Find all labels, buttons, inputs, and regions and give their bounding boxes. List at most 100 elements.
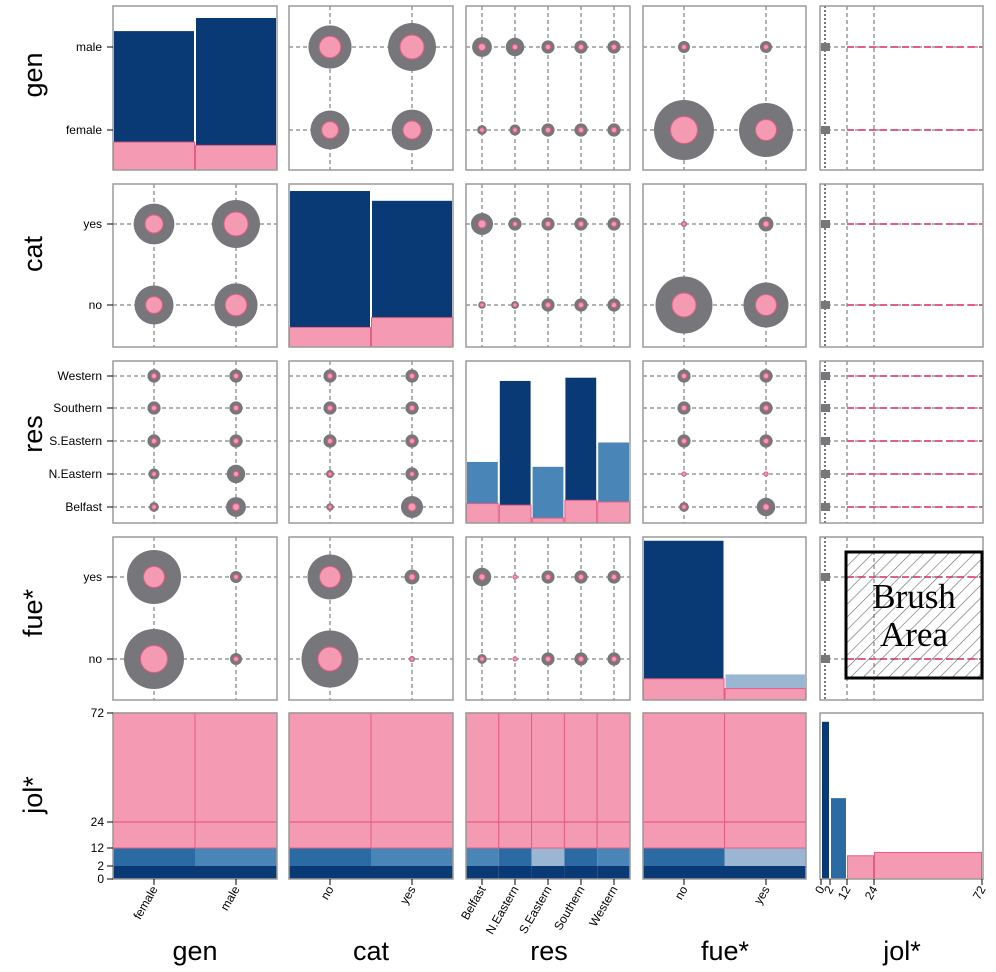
- bubble-gen-male-res-S.Eastern-highlight: [544, 43, 552, 51]
- bubble-cat-yes-res-S.Eastern-highlight: [544, 220, 552, 228]
- spine-res-Western-12-72: [596, 712, 631, 849]
- bubble-fue-yes-res-Belfast-highlight: [478, 573, 486, 581]
- bubble-fue-no-gen-female-highlight: [140, 645, 168, 673]
- bubble-res-Belfast-gen-male-highlight: [231, 502, 241, 512]
- row-label-jol: jol*: [18, 776, 48, 815]
- bubble-gen-female-fue-no-highlight: [670, 116, 698, 144]
- spine-res-Western-2-12: [597, 848, 630, 866]
- bubble-res-Southern-gen-male-highlight: [232, 404, 240, 412]
- diag-highlight-gen-female: [113, 141, 195, 171]
- bubble-gen-female-fue-yes-highlight: [755, 119, 777, 141]
- row-tick-res-Belfast: Belfast: [65, 500, 102, 514]
- bubble-res-Western-cat-no-highlight: [326, 372, 334, 380]
- row-tick-fue-no: no: [89, 652, 103, 666]
- col-tick-res-Southern: Southern: [551, 884, 587, 933]
- cell-frame-cat-cat: [288, 183, 454, 348]
- spine-res-N.Eastern-0-2: [498, 866, 532, 879]
- row-tick-cat-yes: yes: [83, 217, 102, 231]
- row-tick-jol-12: 12: [91, 841, 105, 855]
- bubble-gen-male-res-Belfast-highlight: [477, 42, 487, 52]
- bubble-res-S.Eastern-fue-no-highlight: [680, 437, 688, 445]
- row-label-cat: cat: [18, 235, 48, 272]
- bubble-cat-yes-res-N.Eastern-highlight: [512, 221, 518, 227]
- bubble-cat-no-fue-no-highlight: [671, 292, 697, 318]
- bubble-res-N.Eastern-cat-no-highlight: [327, 471, 333, 477]
- bubble-res-Western-cat-yes-highlight: [408, 372, 416, 380]
- col-tick-fue-no: no: [672, 883, 691, 902]
- row-tick-res-Western: Western: [58, 369, 102, 383]
- bubble-res-Southern-fue-yes-highlight: [762, 404, 770, 412]
- bubble-cat-yes-res-Western-highlight: [610, 220, 618, 228]
- cell-frame-jol-gen: [112, 712, 278, 880]
- col-label-fue: fue*: [701, 936, 750, 966]
- spine-fue-no-2-12: [643, 848, 725, 866]
- bubble-res-S.Eastern-fue-yes-highlight: [762, 437, 770, 445]
- diag-bar-jol-12-24: [847, 855, 874, 880]
- row-label-gen: gen: [18, 52, 48, 97]
- spine-res-Western-0-2: [597, 866, 630, 879]
- cell-frame-cat-res: [465, 183, 631, 348]
- bubble-fue-yes-res-N.Eastern-highlight: [512, 574, 518, 580]
- bubble-fue-no-res-Western-highlight: [610, 655, 618, 663]
- bubble-gen-female-res-Western-highlight: [610, 126, 618, 134]
- spine-gen-male-2-12: [195, 848, 277, 866]
- bubble-res-N.Eastern-cat-yes-highlight: [409, 471, 415, 477]
- bubble-res-N.Eastern-fue-no-highlight: [681, 471, 687, 477]
- diag-bar-gen-male: [195, 16, 277, 171]
- brush-label-line2: Area: [880, 615, 948, 654]
- bubble-cat-yes-res-Belfast-highlight: [477, 219, 487, 229]
- spine-res-Southern-2-12: [564, 848, 598, 866]
- spine-gen-female-12-72: [112, 712, 196, 849]
- bubble-res-Western-fue-yes-highlight: [762, 372, 770, 380]
- diag-highlight-fue-no: [643, 678, 725, 701]
- cell-frame-jol-cat: [288, 712, 454, 880]
- col-label-jol: jol*: [882, 936, 921, 966]
- spine-res-N.Eastern-12-72: [498, 712, 533, 849]
- bubble-res-Southern-gen-female-highlight: [150, 404, 158, 412]
- diag-bar-fue-no: [643, 539, 725, 701]
- bubble-fue-no-res-Belfast-highlight: [479, 656, 485, 662]
- row-tick-jol-0: 0: [97, 872, 104, 886]
- bubble-gen-female-cat-no-highlight: [321, 121, 339, 139]
- row-tick-res-Southern: Southern: [53, 401, 102, 415]
- bubble-fue-no-cat-yes-highlight: [409, 656, 415, 662]
- spine-res-Belfast-0-2: [466, 866, 499, 879]
- bubble-gen-male-res-Western-highlight: [610, 43, 618, 51]
- cell-frame-res-gen: [112, 360, 278, 524]
- brush-area[interactable]: [844, 550, 984, 680]
- bubble-fue-no-res-Southern-highlight: [577, 655, 585, 663]
- col-tick-res-Belfast: Belfast: [458, 883, 489, 922]
- cell-frame-cat-jol: [819, 183, 984, 348]
- spine-res-N.Eastern-2-12: [498, 848, 532, 866]
- col-tick-fue-yes: yes: [751, 884, 772, 907]
- spine-gen-male-12-72: [194, 712, 278, 849]
- bubble-res-S.Eastern-cat-no-highlight: [326, 437, 334, 445]
- diag-highlight-res-N.Eastern: [498, 504, 532, 524]
- cell-frame-res-res: [465, 360, 631, 524]
- diag-highlight-res-Belfast: [466, 503, 499, 524]
- cell-frame-gen-fue: [642, 5, 807, 171]
- bubble-res-Belfast-gen-female-highlight: [151, 504, 157, 510]
- col-tick-jol-72: 72: [970, 883, 989, 902]
- col-label-cat: cat: [353, 936, 390, 966]
- cell-frame-res-fue: [642, 360, 807, 524]
- diag-highlight-gen-male: [195, 144, 277, 171]
- diag-bar-jol-24-72: [874, 851, 982, 880]
- row-tick-res-N.Eastern: N.Eastern: [49, 467, 102, 481]
- cell-frame-cat-fue: [642, 183, 807, 348]
- row-tick-cat-no: no: [89, 298, 103, 312]
- bubble-gen-female-res-N.Eastern-highlight: [512, 127, 518, 133]
- bubble-cat-no-gen-male-highlight: [224, 293, 248, 317]
- bubble-cat-no-fue-yes-highlight: [755, 294, 777, 316]
- cell-frame-fue-fue: [642, 536, 807, 701]
- bubble-fue-no-res-N.Eastern-highlight: [512, 656, 518, 662]
- cell-frame-cat-gen: [112, 183, 278, 348]
- bubble-cat-yes-fue-yes-highlight: [762, 220, 770, 228]
- bubble-gen-male-fue-yes-highlight: [763, 44, 769, 50]
- bubble-res-Southern-cat-no-highlight: [326, 404, 334, 412]
- bubble-fue-yes-res-Western-highlight: [610, 573, 618, 581]
- spine-cat-yes-0-2: [371, 866, 453, 879]
- bubble-fue-no-res-S.Eastern-highlight: [544, 655, 552, 663]
- bubble-gen-female-res-S.Eastern-highlight: [544, 126, 552, 134]
